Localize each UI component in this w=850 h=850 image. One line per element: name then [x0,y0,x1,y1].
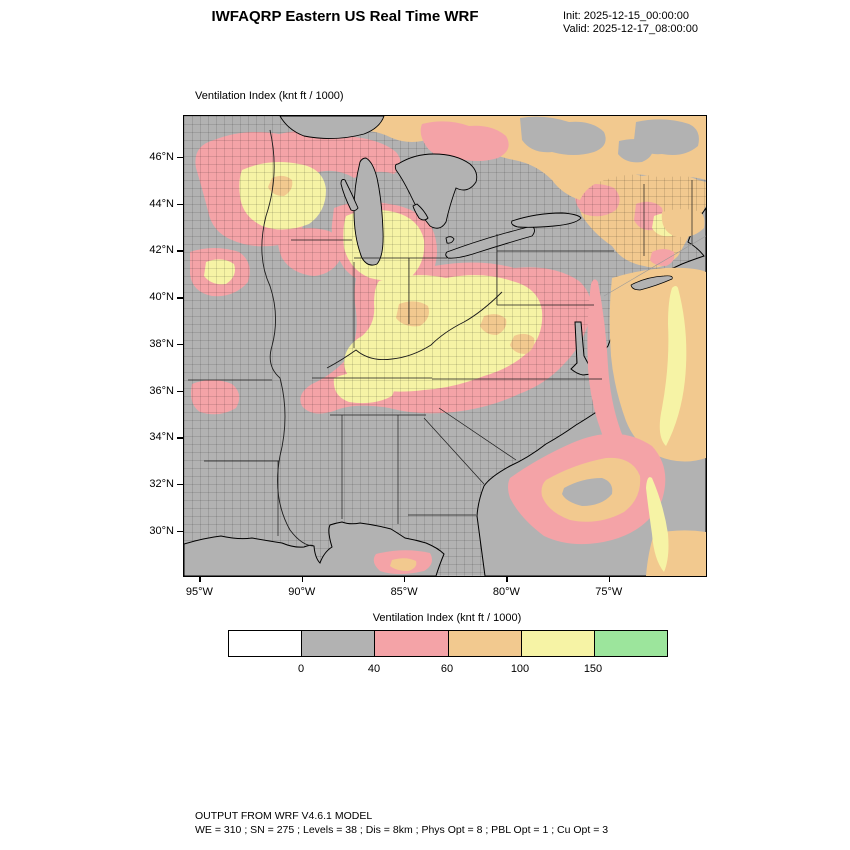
lat-tick-label: 46°N [149,151,174,164]
colorbar-segment-5 [593,631,668,656]
saginaw-bay [412,203,429,221]
long-island [630,275,673,291]
lon-tick-label: 75°W [595,586,623,598]
lat-tick-mark [177,390,183,392]
lat-tick-label: 44°N [149,197,174,210]
lon-tick-label: 85°W [390,586,418,598]
lon-tick-mark [199,576,201,582]
map-canvas [184,116,706,576]
ocean-contours [373,209,706,576]
colorbar-tick-label: 40 [367,663,381,675]
lat-tick-label: 32°N [149,477,174,490]
lon-tick-mark [506,576,508,582]
great-lakes [279,116,582,266]
colorbar-segment-2 [374,631,448,656]
field-label: Ventilation Index (knt ft / 1000) [195,90,344,102]
lat-tick-mark [177,250,183,252]
colorbar-tick-label: 100 [510,663,530,675]
lat-tick-mark [177,297,183,299]
lat-tick-mark [177,203,183,206]
lon-tick-mark [404,576,406,582]
lat-tick-label: 42°N [149,244,174,257]
offshore-boundary-line [603,235,706,297]
lat-tick-mark [177,437,183,439]
colorbar-tick-label: 150 [583,663,603,675]
lat-tick-mark [177,530,183,533]
lake-superior [279,116,385,139]
lon-tick-label: 95°W [185,586,213,598]
mississippi-river [261,129,315,547]
colorbar-ticks: 0 40 60 100 150 [228,663,666,677]
lake-ontario [511,212,582,228]
ohio-river [326,291,503,369]
lake-huron [394,153,478,229]
green-bay [340,179,359,212]
lat-tick-label: 38°N [149,337,174,350]
lake-michigan [353,157,384,266]
lon-tick-mark [608,576,611,582]
footer-model-line: OUTPUT FROM WRF V4.6.1 MODEL [195,810,373,822]
colorbar-label: Ventilation Index (knt ft / 1000) [372,612,522,624]
colorbar-segment-1 [301,631,375,656]
colorbar-segment-3 [447,631,521,656]
lake-erie [445,225,535,259]
colorbar-segment-0 [229,631,302,656]
lat-tick-label: 40°N [149,291,174,304]
lon-tick-mark [301,576,304,582]
footer-config-line: WE = 310 ; SN = 275 ; Levels = 38 ; Dis … [195,823,609,836]
map-frame [183,115,707,577]
colorbar [228,630,668,657]
colorbar-tick-label: 0 [297,663,305,675]
page-title: IWFAQRP Eastern US Real Time WRF [211,8,479,25]
lat-tick-label: 36°N [149,384,174,397]
lat-tick-label: 30°N [149,524,174,537]
footer: OUTPUT FROM WRF V4.6.1 MODEL WE = 310 ; … [195,810,608,837]
lon-tick-label: 80°W [492,586,520,598]
run-times: Init: 2025-12-15_00:00:00 Valid: 2025-12… [563,10,698,36]
state-boundaries [188,129,693,547]
lat-tick-label: 34°N [149,431,174,444]
valid-time: Valid: 2025-12-17_08:00:00 [563,23,698,35]
lon-tick-label: 90°W [288,586,316,598]
colorbar-tick-label: 60 [440,663,454,675]
lat-tick-mark [177,157,183,159]
canada-region [330,116,706,200]
init-time: Init: 2025-12-15_00:00:00 [563,10,689,22]
lat-tick-mark [177,483,183,486]
colorbar-segment-4 [520,631,594,656]
lat-tick-mark [177,343,183,346]
lake-st-clair [445,236,455,244]
